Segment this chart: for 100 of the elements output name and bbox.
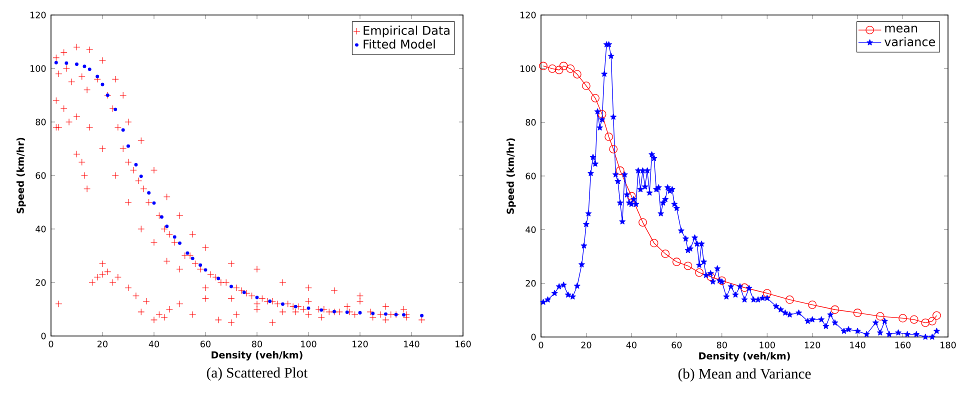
point [627, 192, 636, 200]
point [294, 304, 298, 308]
point [572, 70, 582, 78]
x-tick-label: 140 [850, 342, 866, 348]
point [268, 299, 272, 303]
point [186, 251, 190, 255]
point [358, 310, 362, 314]
x-tick-label: 120 [352, 340, 368, 348]
point [255, 296, 259, 300]
x-tick-label: 40 [626, 342, 636, 348]
point [684, 262, 692, 270]
point [139, 174, 143, 178]
point [554, 66, 564, 74]
point [808, 300, 817, 309]
x-tick-label: 80 [252, 340, 262, 348]
point [384, 312, 388, 316]
point [910, 315, 918, 324]
x-axis-title: Density (veh/km) [699, 352, 790, 362]
point [190, 256, 194, 260]
x-tick-label: 140 [404, 340, 420, 348]
point [126, 144, 130, 148]
point [591, 94, 600, 102]
point [650, 238, 658, 248]
x-tick-label: 60 [672, 342, 682, 348]
point [548, 64, 557, 73]
point [661, 250, 670, 258]
point [402, 313, 406, 317]
point [928, 316, 936, 326]
point [638, 218, 647, 227]
point [420, 314, 424, 318]
point [598, 110, 606, 118]
point [706, 272, 715, 281]
x-tick-label: 20 [98, 340, 108, 348]
legend-label: variance [884, 37, 935, 46]
point [672, 258, 681, 266]
y-tick-label: 100 [30, 65, 46, 72]
y-tick-label: 120 [520, 12, 536, 18]
x-tick-label: 20 [581, 342, 592, 348]
point [932, 311, 941, 320]
legend-label: Fitted Model [364, 39, 435, 49]
point [54, 60, 58, 64]
x-tick-label: 100 [301, 340, 316, 348]
point [921, 318, 930, 327]
x-tick-label: 180 [940, 342, 956, 348]
point [204, 268, 208, 272]
point [64, 61, 68, 65]
y-axis-title: Speed (km/hr) [16, 138, 26, 214]
point [616, 166, 624, 175]
point [134, 163, 138, 167]
point [609, 144, 618, 154]
y-tick-label: 60 [526, 172, 536, 180]
text: (b) Mean and Variance [678, 368, 811, 382]
x-tick-label: 100 [760, 342, 775, 348]
x-tick-label: 60 [200, 340, 210, 348]
point [75, 62, 78, 66]
y-tick-label: 80 [526, 119, 536, 126]
point [172, 235, 176, 239]
point [830, 305, 840, 314]
point [114, 108, 118, 112]
point [876, 312, 884, 321]
x-tick-label: 120 [804, 342, 820, 348]
y-tick-label: 20 [36, 279, 46, 286]
y-tick-label: 40 [526, 226, 536, 233]
point [604, 132, 614, 142]
y-tick-label: 40 [36, 226, 46, 232]
y-tick-label: 120 [30, 12, 46, 18]
y-tick-label: 20 [526, 280, 536, 287]
x-tick-label: 160 [895, 342, 911, 348]
x-tick-label: 160 [456, 340, 471, 348]
x-tick-label: 80 [716, 342, 727, 348]
x-tick-label: 0 [538, 342, 544, 348]
point [559, 62, 568, 70]
point [242, 290, 246, 294]
point [345, 310, 349, 314]
point [898, 314, 907, 322]
point [371, 312, 375, 316]
point [160, 215, 164, 219]
point [82, 64, 86, 68]
point [216, 276, 220, 280]
point [88, 68, 92, 72]
point [566, 64, 575, 73]
point [740, 283, 749, 292]
point [306, 306, 310, 310]
point [147, 191, 151, 195]
point [152, 201, 156, 205]
point [165, 224, 169, 228]
text: (a) Scattered Plot [206, 367, 308, 381]
point [281, 302, 284, 306]
point [539, 62, 548, 70]
y-tick-label: 100 [520, 65, 536, 72]
point [786, 296, 794, 304]
y-tick-label: 80 [36, 118, 46, 126]
point [695, 268, 704, 277]
y-axis-title: Speed (km/hr) [506, 138, 516, 214]
point [198, 263, 202, 267]
point [121, 128, 125, 132]
point [762, 289, 772, 298]
point [178, 241, 182, 245]
legend-label: Empirical Data [364, 26, 450, 38]
x-axis-title: Density (veh/km) [212, 351, 302, 360]
